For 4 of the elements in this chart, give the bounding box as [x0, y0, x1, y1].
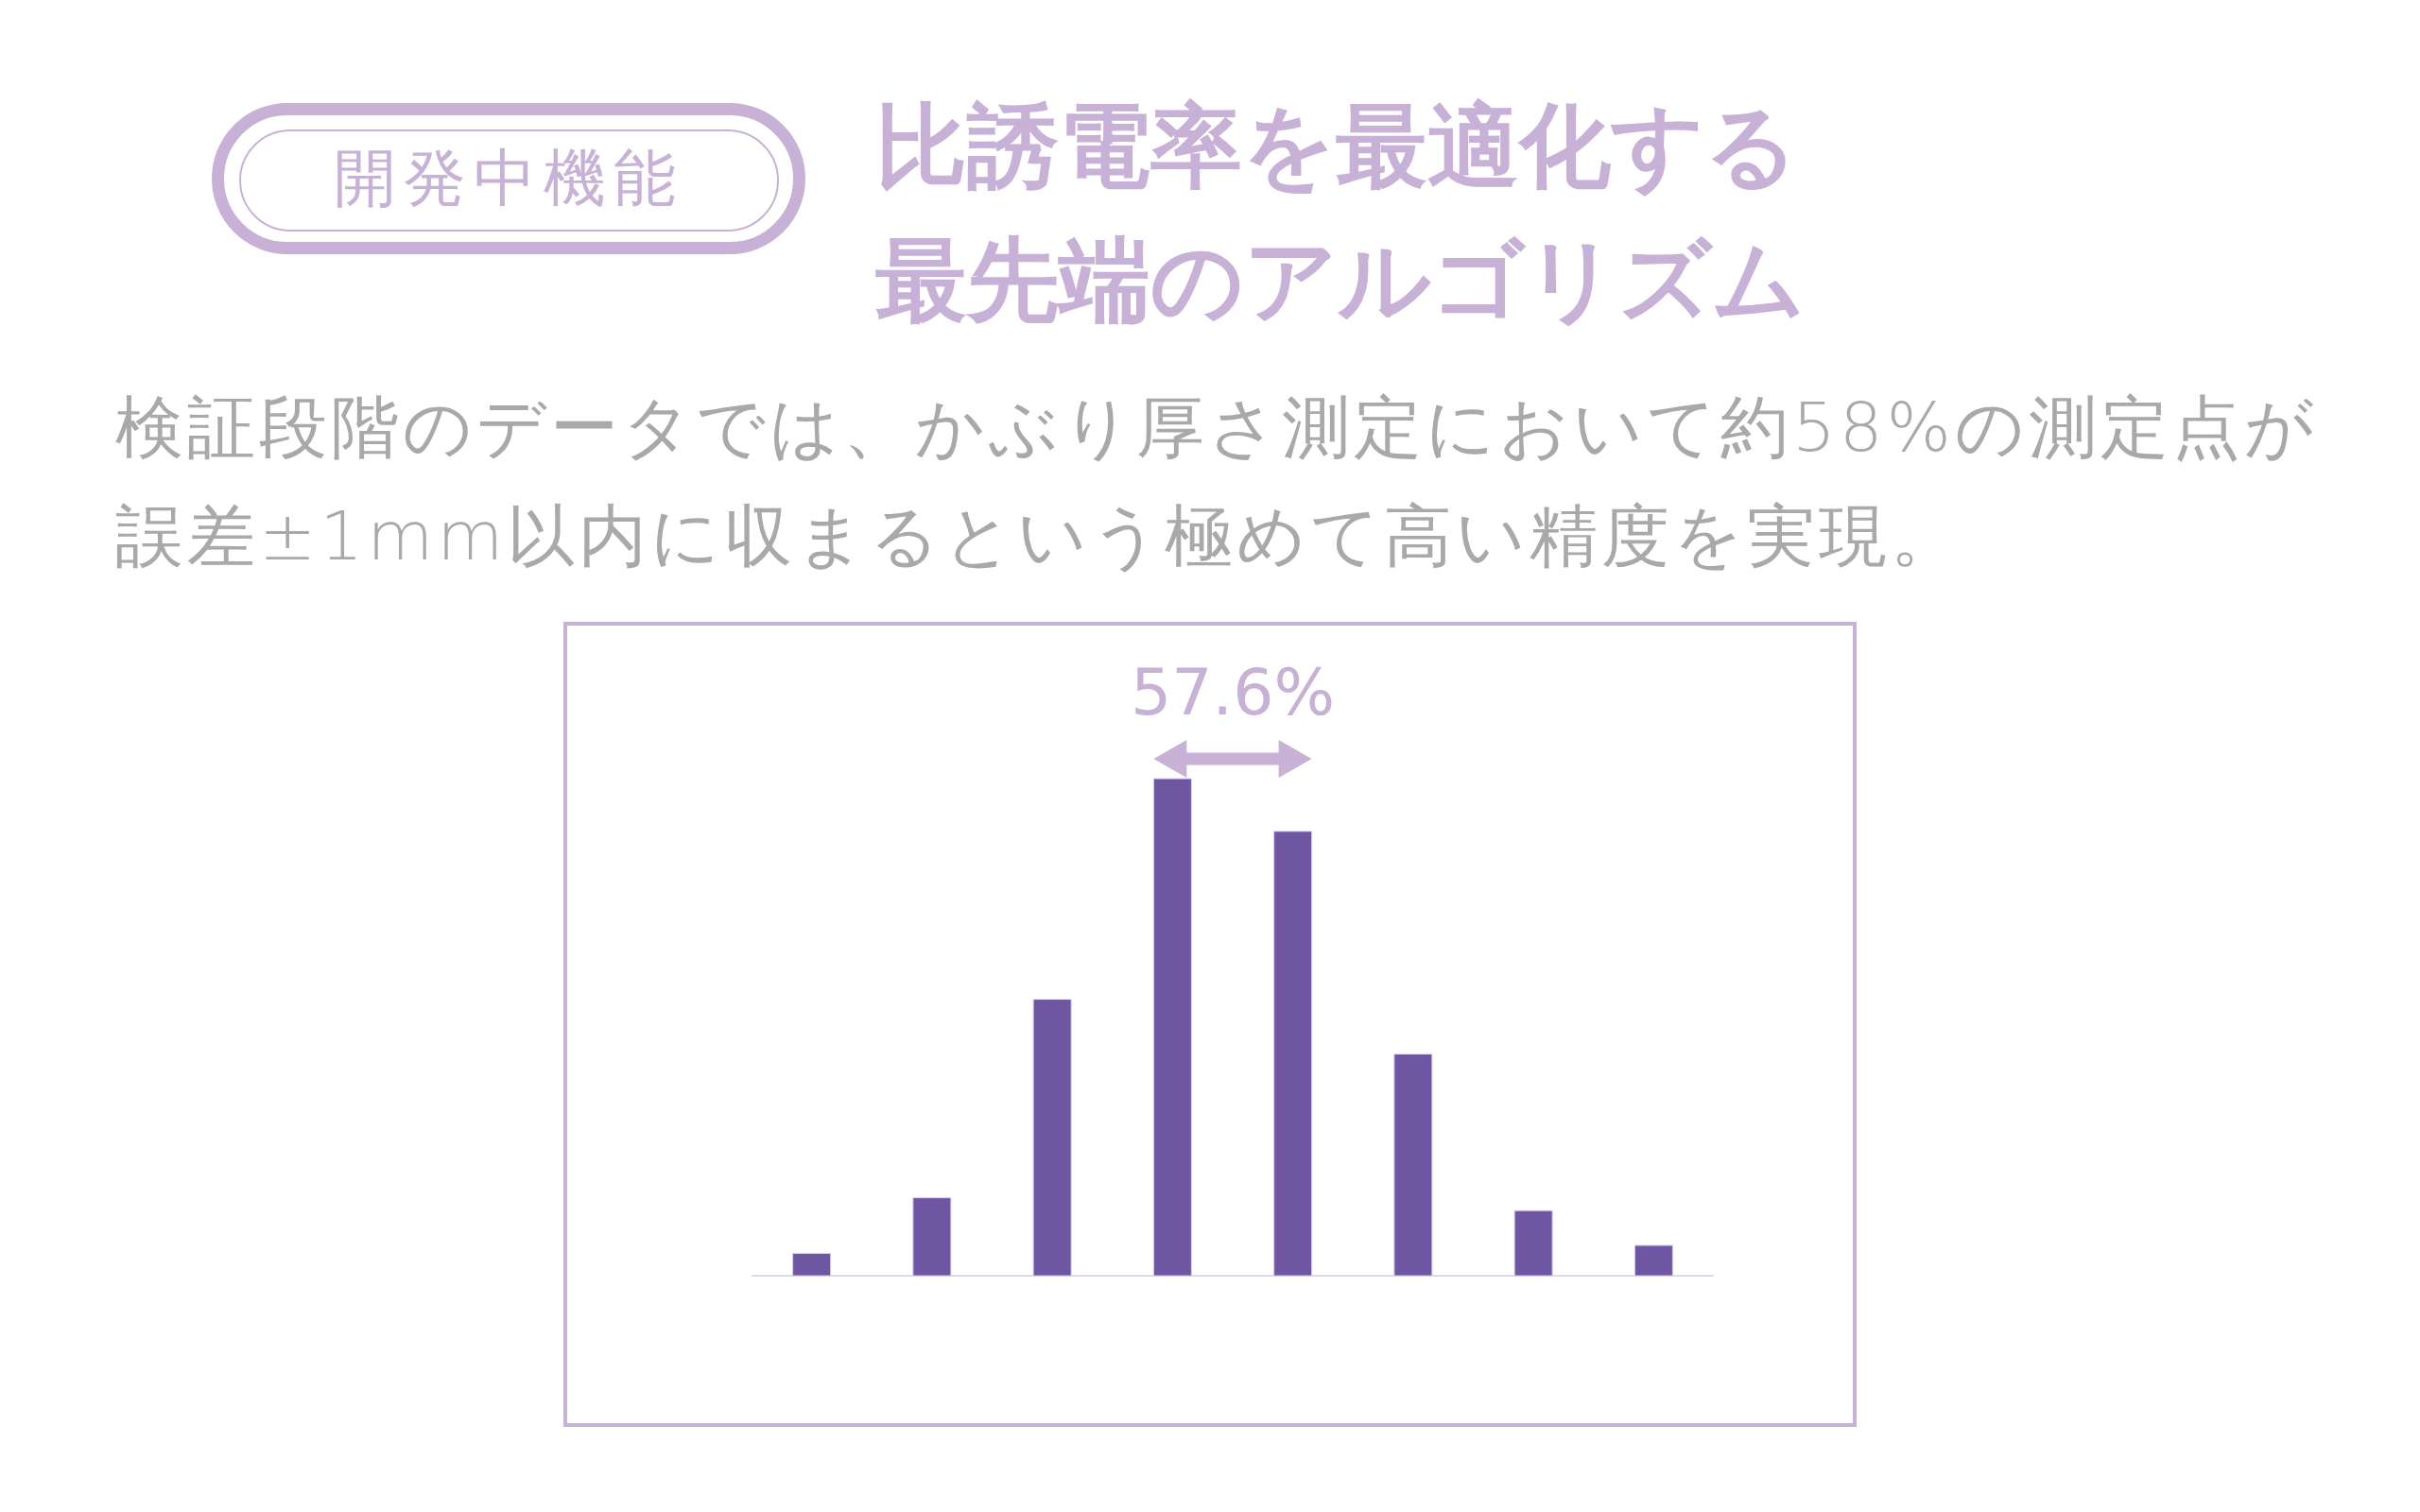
text: 開発中機能 [334, 141, 683, 216]
chart-subtitle: 検証段階のデータでは、かぶり厚さ測定において約58%の測定点が誤差±1mm以内に収まるという極めて高い精度を実現。 [115, 387, 2320, 577]
text: 57.6% [1130, 655, 1336, 730]
chart-title: 比誘電率を最適化する最先端のアルゴリズム [875, 92, 1806, 335]
